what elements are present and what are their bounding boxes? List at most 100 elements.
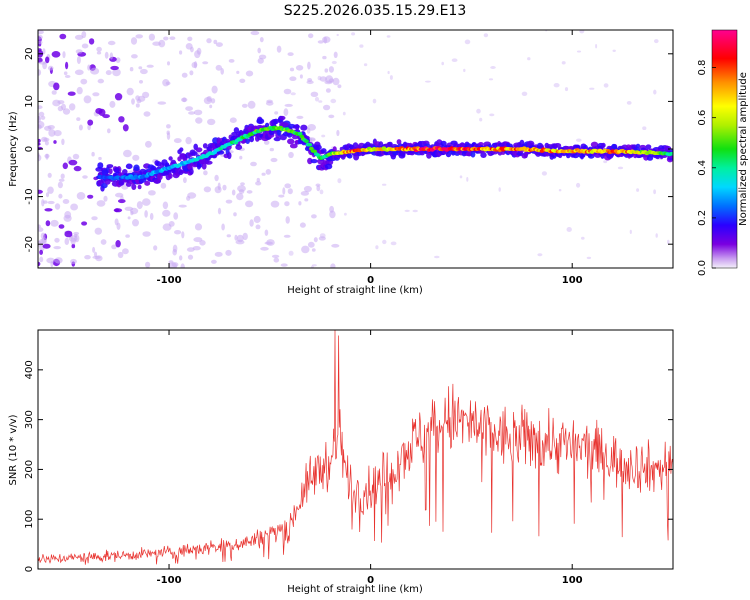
spectrum-blob (250, 161, 257, 167)
spectrum-blob (246, 190, 253, 194)
spectrum-blob (226, 234, 231, 238)
spectrum-blob (332, 146, 337, 153)
spectrum-blob (239, 78, 246, 84)
colorbar-tick-label: 0.6 (697, 110, 708, 126)
spectrum-blob (43, 137, 50, 142)
spectrum-blob (117, 251, 124, 259)
spectrum-blob (653, 89, 657, 95)
spectrum-blob (38, 189, 43, 194)
spectrum-blob (62, 51, 66, 59)
spectrum-blob (389, 75, 393, 80)
spectrum-blob (53, 140, 57, 144)
snr-series-line (38, 330, 673, 565)
spectrum-blob (186, 247, 195, 252)
spectrum-blob (521, 154, 528, 159)
spectrum-blob (107, 40, 116, 46)
colorbar-gradient (711, 29, 738, 269)
spectrum-blob (328, 66, 334, 73)
spectrum-blob (174, 230, 182, 235)
spectrum-blob (211, 85, 218, 94)
spectrum-blob (115, 57, 121, 63)
spectrum-blob (284, 183, 292, 189)
spectrum-blob (81, 221, 88, 226)
spectrum-blob (110, 65, 119, 71)
spectrum-blob (54, 237, 60, 243)
spectrum-blob (113, 167, 120, 174)
spectrum-blob (187, 254, 194, 260)
spectrum-blob (229, 117, 237, 123)
spectrum-blob (310, 91, 319, 98)
spectrum-blob (255, 224, 261, 230)
spectrum-blob (173, 138, 182, 144)
spectrum-blob (289, 143, 298, 149)
spectrum-blob (64, 75, 71, 78)
spectrum-blob (180, 263, 185, 268)
spectrum-blob (300, 124, 308, 131)
spectrum-blob (205, 160, 213, 165)
y-tick-label: -20 (24, 236, 35, 252)
spectrum-blob (149, 212, 154, 221)
spectrum-blob (642, 126, 647, 130)
spectrum-blob (118, 116, 125, 123)
spectrum-blob (54, 257, 63, 264)
spectrum-blob (47, 186, 54, 194)
spectrum-blob (256, 118, 265, 125)
spectrum-blob (221, 223, 225, 231)
spectrum-blob (125, 234, 130, 238)
spectrum-blob (227, 152, 232, 160)
spectrum-blob (91, 216, 98, 221)
spectrum-blob (441, 61, 445, 66)
colorbar-ticks: 0.0 0.2 0.4 0.6 0.8 (697, 60, 716, 276)
spectrum-blob (82, 175, 88, 179)
spectrum-blob (225, 249, 232, 256)
spectrum-blob (68, 159, 78, 166)
spectrum-blob (41, 199, 45, 207)
spectrum-blob (62, 199, 70, 204)
spectrum-blob (109, 100, 116, 108)
chart-title: S225.2026.035.15.29.E13 (284, 3, 467, 19)
spectrum-blob (206, 38, 212, 44)
spectrum-blob (306, 80, 314, 85)
spectrum-blob (179, 255, 183, 261)
spectrum-blob (315, 144, 322, 151)
spectrum-blob (131, 183, 137, 190)
spectrum-blob (231, 189, 236, 196)
spectrum-blob (260, 246, 269, 251)
spectrum-blob (181, 72, 188, 78)
spectrum-blob (98, 108, 106, 116)
spectrum-blob (125, 163, 133, 170)
spectrum-blob (237, 185, 246, 192)
spectrum-blob (148, 190, 156, 196)
spectrum-blob (163, 36, 169, 41)
spectrum-blob (137, 95, 146, 102)
spectrum-blob (144, 210, 148, 218)
spectrum-blob (330, 263, 336, 268)
spectrum-blob (81, 43, 89, 49)
spectrum-blob (100, 239, 107, 245)
spectrum-blob (160, 182, 167, 189)
spectrum-blob (309, 138, 315, 141)
spectrum-blob (554, 143, 562, 148)
spectrogram-x-ticks: -100 0 100 (157, 30, 583, 286)
spectrum-blob (51, 51, 61, 58)
spectrum-blob (194, 50, 201, 59)
spectrum-blob (480, 152, 487, 159)
spectrum-blob (181, 231, 185, 239)
spectrum-blob (320, 148, 327, 154)
spectrum-blob (76, 117, 81, 121)
spectrum-blob (404, 209, 410, 212)
spectrum-blob (382, 239, 387, 245)
spectrum-blob (54, 203, 61, 210)
spectrum-blob (135, 103, 140, 108)
spectrum-blob (603, 83, 609, 88)
spectrum-blob (40, 115, 46, 120)
spectrum-blob (257, 47, 262, 54)
spectrum-blob (351, 32, 356, 36)
spectrum-blob (287, 52, 294, 56)
spectrum-blob (109, 52, 114, 60)
spectrum-blob (114, 208, 120, 213)
spectrum-blob (114, 218, 119, 226)
spectrum-blob (284, 103, 293, 107)
spectrum-blob (38, 121, 45, 129)
spectrum-blob (183, 177, 187, 184)
